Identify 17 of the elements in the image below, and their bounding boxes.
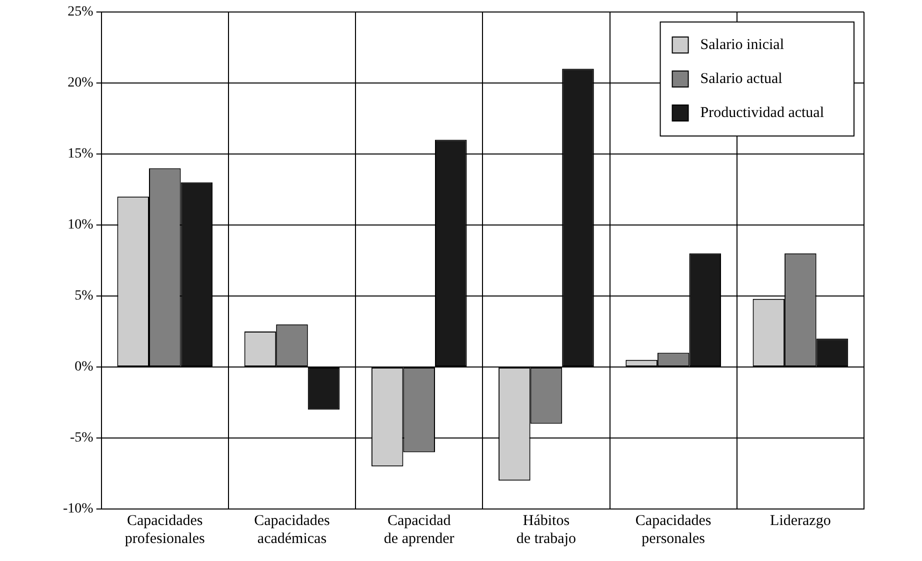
x-tick-label: Hábitos de trabajo [516,512,576,547]
x-tick-label: Liderazgo [770,512,831,529]
y-tick-label: -10% [62,502,94,517]
y-tick-label: -5% [70,430,94,446]
y-tick-label: 5% [74,288,94,304]
x-tick-label: Capacidad de aprender [384,512,454,547]
y-tick-label: 20% [68,76,94,91]
y-tick-label: 10% [68,218,94,233]
x-tick-label: Capacidades académicas [254,512,330,547]
legend-label: Salario actual [700,70,782,87]
y-tick-label: 25% [68,4,94,20]
x-tick-label: Capacidades personales [635,512,712,547]
y-tick-label: 0% [74,360,94,375]
y-tick-label: 15% [68,146,94,162]
legend-label: Salario inicial [700,36,784,53]
x-tick-label: Capacidades profesionales [124,512,206,547]
legend-label: Productividad actual [700,104,824,121]
